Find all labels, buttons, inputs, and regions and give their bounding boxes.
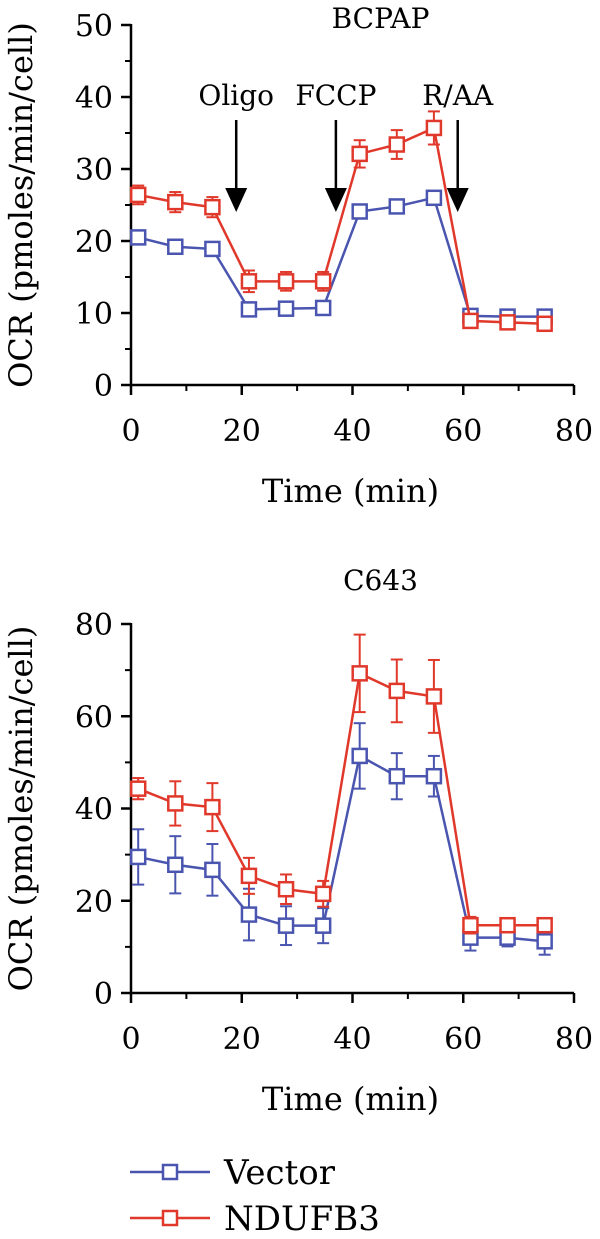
y-tick-label: 40	[75, 793, 113, 828]
x-tick-label: 20	[223, 414, 261, 449]
data-point	[277, 273, 295, 290]
data-point	[462, 916, 479, 934]
x-tick-label: 20	[223, 1022, 261, 1057]
series-line	[137, 671, 545, 927]
annotation-r-aa: R/AA	[422, 79, 494, 212]
data-point	[129, 780, 147, 797]
data-point	[351, 747, 368, 765]
y-tick-label: 0	[94, 369, 113, 404]
data-point	[314, 299, 332, 317]
x-tick-label: 40	[333, 1022, 371, 1057]
data-point	[240, 906, 258, 923]
panel-bcpap: BCPAP 0 10 20 30 40 50 0 20 40 60 80 Time (min) OCR (…	[2, 2, 593, 510]
data-point	[499, 916, 516, 934]
annotation-label: FCCP	[295, 79, 376, 112]
data-point	[536, 933, 553, 950]
y-tick-label: 80	[75, 608, 113, 643]
data-point	[204, 240, 221, 258]
data-point	[277, 917, 295, 934]
legend-item-vector: Vector	[130, 1153, 336, 1193]
data-point	[167, 193, 184, 211]
data-point	[314, 885, 332, 903]
data-point	[167, 856, 184, 874]
data-point	[277, 880, 295, 898]
data-point	[314, 273, 332, 290]
data-point	[314, 917, 332, 934]
y-tick-label: 60	[75, 700, 113, 735]
legend-item-ndufb3: NDUFB3	[130, 1199, 380, 1239]
data-point	[536, 916, 553, 934]
y-tick-label: 10	[75, 297, 113, 332]
x-tick-label: 60	[444, 1022, 482, 1057]
series-ndufb3	[129, 633, 553, 935]
data-point	[388, 198, 406, 215]
chart-title: BCPAP	[332, 2, 430, 35]
panel-c643: C643 0 20 40 60 80 0 20 40 60 80 Time (min) OCR (pmo…	[2, 564, 593, 1118]
y-tick-label: 20	[75, 225, 113, 260]
data-point	[425, 688, 443, 705]
x-axis-label: Time (min)	[262, 1080, 439, 1118]
series-vector	[129, 189, 553, 325]
data-point	[351, 145, 368, 163]
y-axis-label: OCR (pmoles/min/cell)	[2, 626, 40, 992]
data-point	[425, 189, 443, 207]
data-point	[388, 136, 406, 153]
data-point	[351, 665, 368, 682]
data-point	[425, 119, 443, 137]
annotation-label: R/AA	[422, 79, 494, 112]
annotation-oligo: Oligo	[198, 79, 274, 212]
data-point	[240, 301, 258, 318]
x-tick-label: 60	[444, 414, 482, 449]
y-axis-label: OCR (pmoles/min/cell)	[2, 22, 40, 388]
data-point	[129, 229, 147, 246]
x-tick-label: 80	[555, 414, 593, 449]
y-tick-label: 40	[75, 81, 113, 116]
data-point	[204, 798, 221, 816]
data-point	[388, 767, 406, 785]
chart-title: C643	[343, 564, 418, 597]
data-point	[129, 186, 147, 204]
x-tick-label: 80	[555, 1022, 593, 1057]
series-line	[137, 126, 545, 326]
data-point	[462, 312, 479, 330]
x-tick-label: 0	[121, 1022, 140, 1057]
y-tick-label: 30	[75, 153, 113, 188]
annotation-arrow-head	[446, 188, 469, 212]
data-point	[204, 198, 221, 216]
legend: Vector NDUFB3	[130, 1153, 380, 1239]
x-tick-label: 0	[121, 414, 140, 449]
legend-marker-ndufb3	[161, 1209, 179, 1227]
data-point	[167, 238, 184, 256]
data-point	[240, 867, 258, 885]
annotation-arrow-head	[324, 188, 347, 212]
x-tick-label: 40	[333, 414, 371, 449]
series-ndufb3	[129, 110, 553, 333]
data-point	[388, 682, 406, 700]
legend-label-vector: Vector	[223, 1153, 336, 1193]
annotation-fccp: FCCP	[295, 79, 376, 212]
x-axis-label: Time (min)	[262, 472, 439, 510]
data-point	[536, 315, 553, 333]
y-tick-label: 20	[75, 885, 113, 920]
y-tick-label: 50	[75, 9, 113, 44]
y-tick-label: 0	[94, 977, 113, 1012]
series-vector	[129, 722, 553, 956]
annotation-arrow-head	[225, 188, 248, 212]
legend-marker-vector	[161, 1163, 179, 1181]
legend-label-ndufb3: NDUFB3	[224, 1199, 380, 1239]
data-point	[277, 300, 295, 317]
data-point	[167, 795, 184, 812]
data-point	[425, 767, 443, 785]
data-point	[351, 203, 368, 220]
annotation-label: Oligo	[198, 79, 274, 112]
data-point	[240, 273, 258, 290]
data-point	[129, 848, 147, 866]
data-point	[204, 861, 221, 879]
data-point	[499, 314, 516, 331]
